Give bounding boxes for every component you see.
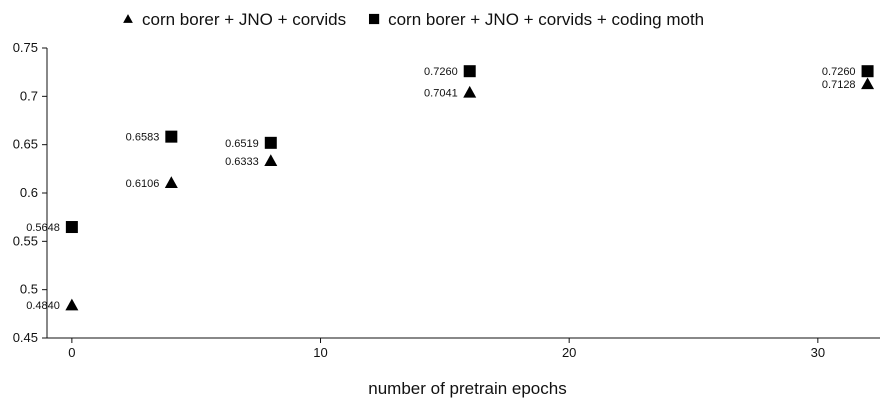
square-point xyxy=(65,221,78,234)
triangle-point xyxy=(264,154,278,167)
x-tick-label: 10 xyxy=(313,345,327,360)
axes: 0.45 0.5 0.55 0.6 0.65 0.7 0.75 0 10 20 30 xyxy=(13,40,880,360)
legend: corn borer + JNO + corvids corn borer + J… xyxy=(123,10,704,29)
triangle-point xyxy=(65,298,79,311)
data-label: 0.7260 xyxy=(822,66,856,78)
square-point xyxy=(861,65,874,78)
y-tick-label: 0.45 xyxy=(13,330,38,345)
y-tick-label: 0.6 xyxy=(20,185,38,200)
y-tick-label: 0.75 xyxy=(13,40,38,55)
y-tick-label: 0.65 xyxy=(13,137,38,152)
square-point xyxy=(463,65,476,78)
data-label: 0.5648 xyxy=(26,222,60,234)
data-label: 0.6106 xyxy=(126,178,160,190)
y-tick-label: 0.55 xyxy=(13,233,38,248)
legend-label: corn borer + JNO + corvids xyxy=(142,10,346,29)
x-tick-label: 30 xyxy=(811,345,825,360)
series-1: 0.4840 0.6106 0.6333 0.7041 0.7128 xyxy=(26,77,875,312)
y-tick-label: 0.5 xyxy=(20,282,38,297)
x-tick-label: 20 xyxy=(562,345,576,360)
square-point xyxy=(165,130,178,143)
triangle-point xyxy=(463,85,477,98)
legend-triangle-icon xyxy=(123,14,133,23)
square-point xyxy=(264,136,277,149)
triangle-point xyxy=(164,176,178,188)
legend-square-icon xyxy=(368,13,380,25)
x-axis-title: number of pretrain epochs xyxy=(368,379,566,398)
legend-label: corn borer + JNO + corvids + coding moth xyxy=(388,10,704,29)
legend-item-2: corn borer + JNO + corvids + coding moth xyxy=(368,10,704,29)
x-tick-label: 0 xyxy=(68,345,75,360)
data-label: 0.6583 xyxy=(126,132,160,144)
legend-item-1: corn borer + JNO + corvids xyxy=(123,10,346,29)
data-label: 0.7128 xyxy=(822,79,856,91)
data-label: 0.4840 xyxy=(26,300,60,312)
triangle-point xyxy=(861,77,875,90)
data-label: 0.6333 xyxy=(225,156,259,168)
data-label: 0.7041 xyxy=(424,87,458,99)
data-label: 0.7260 xyxy=(424,66,458,78)
data-label: 0.6519 xyxy=(225,138,259,150)
y-tick-label: 0.7 xyxy=(20,88,38,103)
series-2: 0.5648 0.6583 0.6519 0.7260 0.7260 xyxy=(26,65,874,234)
data-marks: 0.4840 0.6106 0.6333 0.7041 0.7128 0.5648 0.65… xyxy=(26,65,875,312)
